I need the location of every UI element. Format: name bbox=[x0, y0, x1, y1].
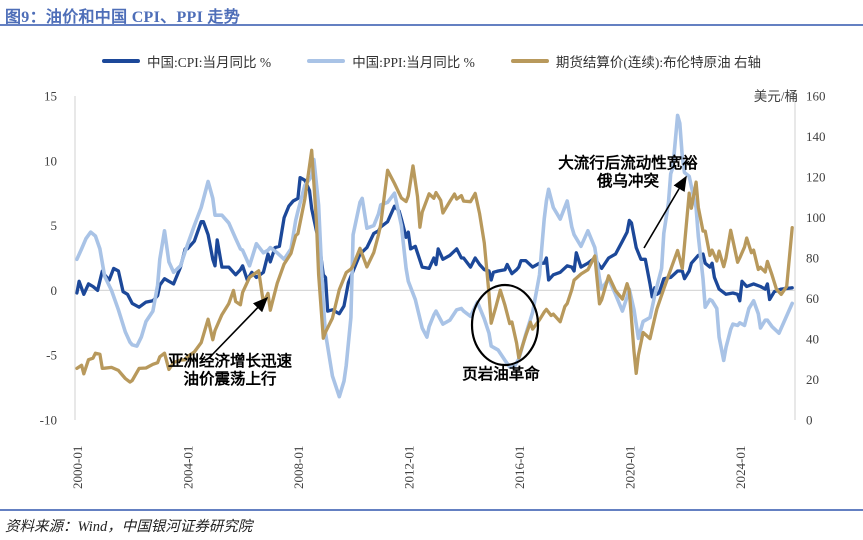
svg-text:120: 120 bbox=[806, 170, 826, 185]
legend-label-cpi: 中国:CPI:当月同比 % bbox=[147, 55, 272, 70]
bottom-divider bbox=[0, 509, 863, 511]
svg-text:20: 20 bbox=[806, 372, 819, 387]
svg-text:10: 10 bbox=[44, 153, 57, 168]
annotation-line: 油价震荡上行 bbox=[183, 370, 277, 388]
svg-text:2004-01: 2004-01 bbox=[180, 446, 195, 489]
svg-text:80: 80 bbox=[806, 251, 819, 266]
legend-item-ppi: 中国:PPI:当月同比 % bbox=[307, 51, 475, 71]
svg-text:2020-01: 2020-01 bbox=[622, 446, 637, 489]
annotation-asia-growth: 亚洲经济增长迅速 油价震荡上行 bbox=[168, 353, 292, 388]
svg-text:15: 15 bbox=[44, 89, 57, 104]
figure-title: 图9：油价和中国 CPI、PPI 走势 bbox=[5, 9, 241, 26]
svg-text:2000-01: 2000-01 bbox=[70, 446, 85, 489]
legend-item-cpi: 中国:CPI:当月同比 % bbox=[102, 51, 271, 71]
brent-line-swatch bbox=[510, 59, 549, 63]
legend-label-ppi: 中国:PPI:当月同比 % bbox=[352, 55, 475, 70]
annotation-line: 亚洲经济增长迅速 bbox=[167, 353, 293, 370]
svg-text:40: 40 bbox=[806, 332, 819, 347]
svg-text:0: 0 bbox=[806, 413, 813, 428]
chart-legend: 中国:CPI:当月同比 % 中国:PPI:当月同比 % 期货结算价(连续):布伦… bbox=[0, 51, 863, 71]
svg-text:2012-01: 2012-01 bbox=[401, 446, 416, 489]
cpi-line-swatch bbox=[102, 59, 141, 63]
annotation-pandemic-russia-ukraine: 大流行后流动性宽裕 俄乌冲突 bbox=[558, 155, 698, 190]
svg-text:60: 60 bbox=[806, 291, 819, 306]
svg-text:5: 5 bbox=[51, 218, 58, 233]
svg-text:160: 160 bbox=[806, 89, 826, 104]
annotation-line: 大流行后流动性宽裕 bbox=[558, 155, 698, 172]
annotation-line: 俄乌冲突 bbox=[596, 172, 660, 190]
annotation-shale-revolution: 页岩油革命 bbox=[462, 366, 540, 384]
source-note: 资料来源：Wind，中国银河证券研究院 bbox=[5, 519, 253, 535]
svg-text:0: 0 bbox=[51, 283, 58, 298]
legend-label-brent: 期货结算价(连续):布伦特原油 右轴 bbox=[555, 55, 761, 70]
svg-text:2024-01: 2024-01 bbox=[733, 446, 748, 489]
annotation-line: 页岩油革命 bbox=[462, 366, 540, 383]
svg-text:2008-01: 2008-01 bbox=[291, 446, 306, 489]
svg-text:美元/桶: 美元/桶 bbox=[754, 89, 798, 104]
svg-text:-5: -5 bbox=[46, 348, 57, 363]
svg-text:-10: -10 bbox=[40, 413, 57, 428]
svg-text:100: 100 bbox=[806, 210, 826, 225]
svg-text:140: 140 bbox=[806, 129, 826, 144]
top-divider bbox=[0, 24, 863, 26]
ppi-line-swatch bbox=[307, 59, 346, 63]
legend-item-brent: 期货结算价(连续):布伦特原油 右轴 bbox=[510, 51, 761, 71]
svg-text:2016-01: 2016-01 bbox=[512, 446, 527, 489]
